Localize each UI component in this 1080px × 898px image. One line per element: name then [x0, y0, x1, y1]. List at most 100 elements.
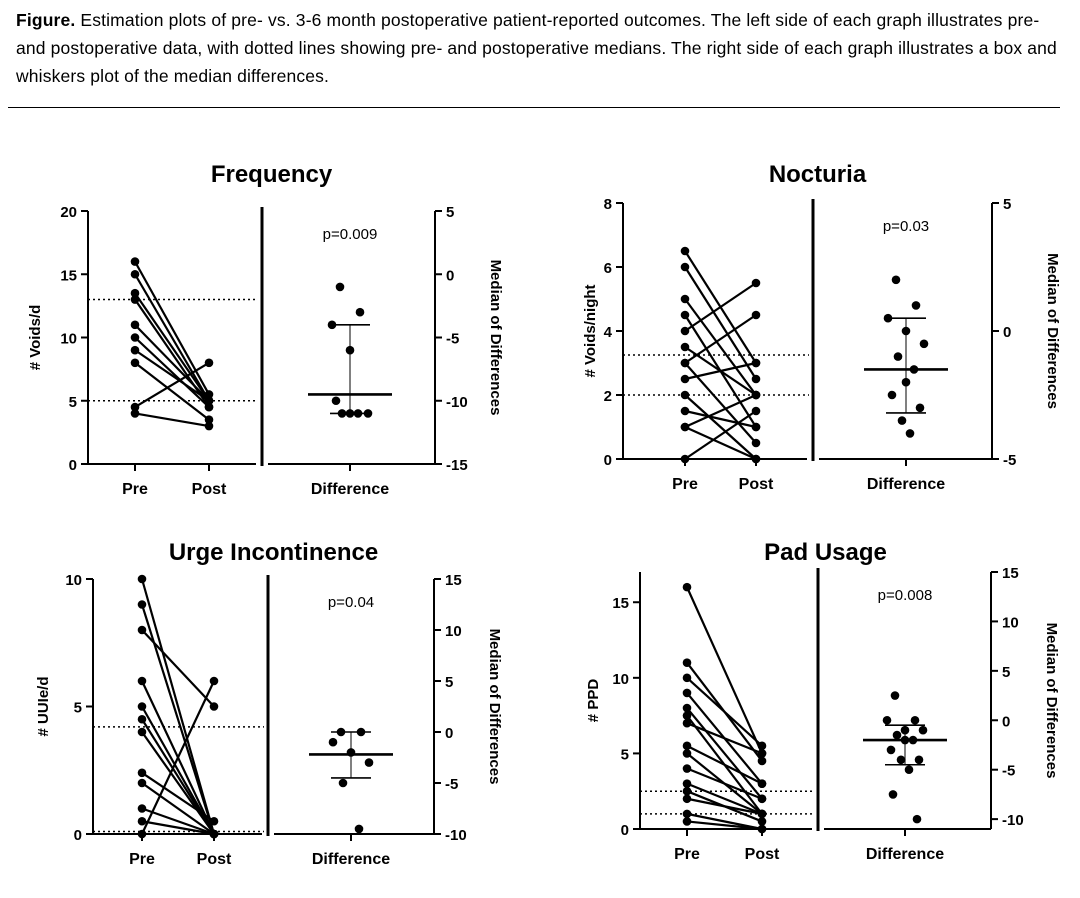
pre-point: [137, 702, 147, 711]
x-tick-label: Post: [197, 851, 232, 868]
p-value-label: p=0.03: [883, 218, 929, 235]
chart-urge-incontinence: Urge Incontinence 0 5 10 # UUIe/d Pre Post Diff…: [0, 528, 540, 893]
chart-urge-incontinence-svg: Urge Incontinence 0 5 10 # UUIe/d Pre Post Diff…: [35, 539, 503, 868]
difference-point: [331, 396, 341, 406]
difference-point: [918, 725, 928, 735]
post-point: [757, 741, 767, 751]
pre-point: [137, 574, 147, 584]
chart-pad-usage-svg: Pad Usage 0 5 10 15 # PPD Pre Post Difference -10…: [585, 539, 1060, 863]
pre-point: [680, 406, 690, 416]
paired-line: [685, 586, 764, 754]
chart-frequency: Frequency 0 5 10 15 20 # Voids/d Pre Post Differe…: [0, 150, 540, 510]
left-y-tick-label: 20: [60, 204, 77, 221]
post-point: [757, 824, 767, 834]
post-point: [204, 402, 214, 412]
post-point: [204, 390, 214, 399]
right-y-tick-label: 0: [445, 725, 453, 742]
pre-point: [682, 688, 692, 698]
right-y-tick-label: 5: [1003, 196, 1011, 213]
paired-line: [134, 349, 210, 402]
right-y-axis-label: Median of Differences: [1044, 253, 1061, 409]
p-value-label: p=0.04: [328, 594, 374, 611]
right-y-tick-label: -10: [446, 394, 468, 411]
difference-point: [897, 416, 907, 425]
difference-point: [901, 377, 911, 387]
post-point: [757, 779, 767, 788]
paired-line: [134, 361, 210, 409]
pre-point: [680, 454, 690, 464]
post-point: [751, 406, 761, 416]
post-point: [757, 756, 767, 766]
pre-point: [137, 816, 147, 826]
right-y-axis-label: Median of Differences: [1043, 623, 1060, 779]
paired-line: [140, 578, 216, 835]
pre-point: [130, 295, 140, 304]
paired-line: [141, 680, 215, 835]
difference-point: [888, 790, 898, 799]
difference-point: [915, 403, 925, 413]
paired-line: [141, 629, 215, 708]
left-y-tick-label: 0: [621, 822, 629, 839]
difference-point: [335, 282, 345, 292]
x-tick-label: Post: [745, 846, 780, 863]
paired-line: [141, 718, 215, 835]
left-y-tick-label: 0: [604, 452, 612, 469]
caption-divider: [8, 107, 1060, 108]
paired-line: [141, 771, 215, 823]
post-point: [209, 676, 219, 686]
pre-point: [682, 703, 692, 713]
difference-point: [887, 390, 897, 400]
post-point: [209, 816, 219, 826]
paired-line: [684, 410, 757, 460]
difference-point: [327, 320, 337, 330]
paired-line: [686, 812, 763, 831]
difference-point: [905, 429, 915, 438]
post-point: [751, 310, 761, 320]
paired-line: [684, 409, 757, 429]
right-y-tick-label: -5: [1003, 452, 1016, 469]
pre-point: [680, 390, 690, 400]
left-y-tick-label: 5: [69, 394, 77, 411]
paired-line: [134, 412, 210, 428]
difference-point: [911, 301, 921, 310]
pre-point: [680, 358, 690, 368]
pre-point: [682, 794, 692, 804]
paired-line: [141, 731, 215, 835]
post-point: [751, 454, 761, 464]
pre-point: [680, 262, 690, 272]
left-y-tick-label: 0: [74, 827, 82, 844]
pre-point: [137, 768, 147, 778]
pre-point: [137, 676, 147, 686]
pre-point: [130, 333, 140, 342]
difference-point: [353, 409, 363, 418]
left-y-tick-label: 5: [621, 746, 629, 763]
paired-line: [686, 820, 763, 831]
difference-point: [364, 758, 374, 767]
x-tick-label: Difference: [312, 851, 390, 868]
difference-point: [354, 824, 364, 834]
difference-point: [345, 409, 355, 418]
left-y-tick-label: 2: [604, 388, 612, 405]
paired-line: [686, 707, 763, 800]
left-y-axis-label: # PPD: [585, 679, 602, 723]
pre-point: [682, 786, 692, 796]
figure-caption: Figure. Estimation plots of pre- vs. 3-6…: [16, 6, 1066, 90]
pre-point: [682, 764, 692, 773]
left-y-tick-label: 6: [604, 260, 612, 277]
pre-point: [137, 600, 147, 609]
right-y-tick-label: 10: [1002, 614, 1019, 631]
paired-line: [686, 767, 763, 800]
x-tick-label: Difference: [311, 481, 389, 498]
right-y-tick-label: 0: [1003, 324, 1011, 341]
pre-point: [680, 294, 690, 304]
difference-point: [356, 727, 366, 737]
left-y-tick-label: 5: [74, 700, 82, 717]
post-point: [751, 374, 761, 384]
difference-point: [892, 730, 902, 740]
p-value-label: p=0.009: [323, 226, 378, 243]
chart-nocturia-svg: Nocturia 0 2 4 6 8 # Voids/night Pre Post Differe…: [582, 161, 1061, 493]
left-y-tick-label: 8: [604, 196, 612, 213]
difference-point: [337, 409, 347, 418]
post-point: [204, 415, 214, 425]
right-y-tick-label: -5: [1002, 763, 1015, 780]
